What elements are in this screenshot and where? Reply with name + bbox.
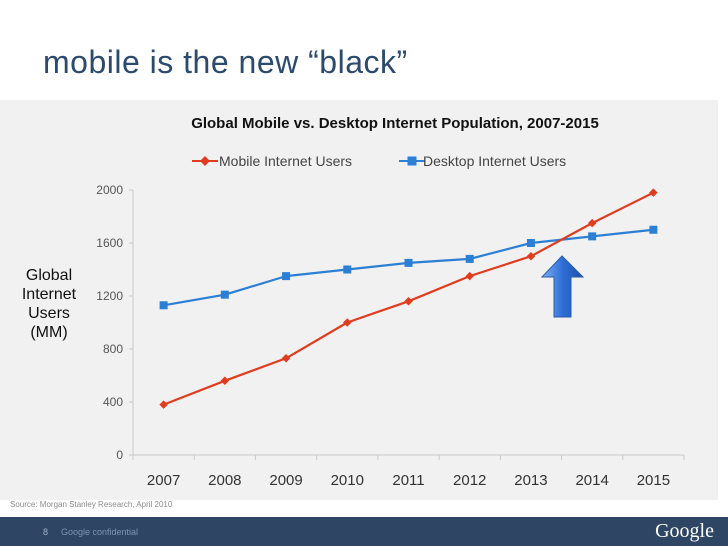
series-mobile <box>159 188 658 409</box>
y-axis-title-line: Users <box>28 305 70 322</box>
data-point-mobile <box>220 376 230 386</box>
y-tick-label: 400 <box>103 395 123 409</box>
y-tick-label: 1200 <box>96 289 123 303</box>
legend-marker-desktop <box>407 156 417 166</box>
data-point-mobile <box>587 218 597 228</box>
data-point-desktop <box>220 290 229 299</box>
up-arrow-icon <box>540 255 585 318</box>
y-axis-title: Global Internet Users (MM) <box>22 267 77 341</box>
data-point-desktop <box>343 265 352 274</box>
legend-item-desktop: Desktop Internet Users <box>399 153 566 169</box>
slide-title: mobile is the new “black” <box>43 44 408 80</box>
source-note: Source: Morgan Stanley Research, April 2… <box>10 500 173 509</box>
y-axis-title-line: (MM) <box>30 324 67 341</box>
x-tick-label: 2009 <box>269 472 302 489</box>
crossover-arrow <box>540 255 585 318</box>
x-axis-ticks: 2007 2008 2009 2010 2011 2012 2013 2014 2015 <box>132 455 685 489</box>
x-tick-label: 2014 <box>575 472 608 489</box>
data-point-desktop <box>404 258 413 267</box>
data-point-desktop <box>526 239 535 247</box>
y-axis-title-line: Internet <box>22 286 77 303</box>
y-tick-label: 2000 <box>96 183 123 197</box>
google-logo: Google <box>655 520 714 542</box>
series-desktop <box>159 225 658 310</box>
axes <box>132 190 684 456</box>
chart-panel: Global Mobile vs. Desktop Internet Popul… <box>0 100 718 500</box>
data-point-mobile <box>465 271 474 281</box>
x-tick-label: 2012 <box>453 472 486 489</box>
data-point-mobile <box>649 188 658 197</box>
legend-item-mobile: Mobile Internet Users <box>192 153 352 169</box>
y-axis-ticks: 0 400 800 1200 1600 2000 <box>96 183 133 462</box>
data-point-desktop <box>649 225 658 234</box>
data-point-desktop <box>465 254 474 263</box>
data-point-desktop <box>588 232 597 241</box>
footer-bar: 8 Google confidential Google <box>0 517 728 546</box>
x-tick-label: 2011 <box>392 472 424 489</box>
data-point-mobile <box>526 252 536 261</box>
y-axis-title-line: Global <box>26 267 72 284</box>
x-tick-label: 2010 <box>331 472 364 489</box>
x-tick-label: 2015 <box>637 472 670 489</box>
data-point-mobile <box>281 354 291 363</box>
y-tick-label: 0 <box>116 448 123 462</box>
legend-label-mobile: Mobile Internet Users <box>219 153 352 169</box>
x-tick-label: 2007 <box>147 472 180 489</box>
legend-marker-mobile <box>200 156 210 166</box>
legend-label-desktop: Desktop Internet Users <box>423 153 566 169</box>
series-layer <box>159 188 658 409</box>
page-number: 8 <box>43 527 49 537</box>
legend: Mobile Internet Users Desktop Internet U… <box>192 153 566 169</box>
x-tick-label: 2013 <box>514 472 547 489</box>
chart-title: Global Mobile vs. Desktop Internet Popul… <box>191 115 599 132</box>
chart-svg: Global Mobile vs. Desktop Internet Popul… <box>22 115 685 489</box>
y-tick-label: 1600 <box>96 236 123 250</box>
data-point-desktop <box>159 301 168 310</box>
data-point-mobile <box>343 318 352 327</box>
data-point-mobile <box>404 297 413 306</box>
data-point-mobile <box>159 400 168 409</box>
x-tick-label: 2008 <box>208 472 241 489</box>
series-line-desktop <box>163 228 654 307</box>
y-tick-label: 800 <box>103 342 123 356</box>
data-point-desktop <box>282 272 291 281</box>
confidential-label: Google confidential <box>61 527 139 537</box>
